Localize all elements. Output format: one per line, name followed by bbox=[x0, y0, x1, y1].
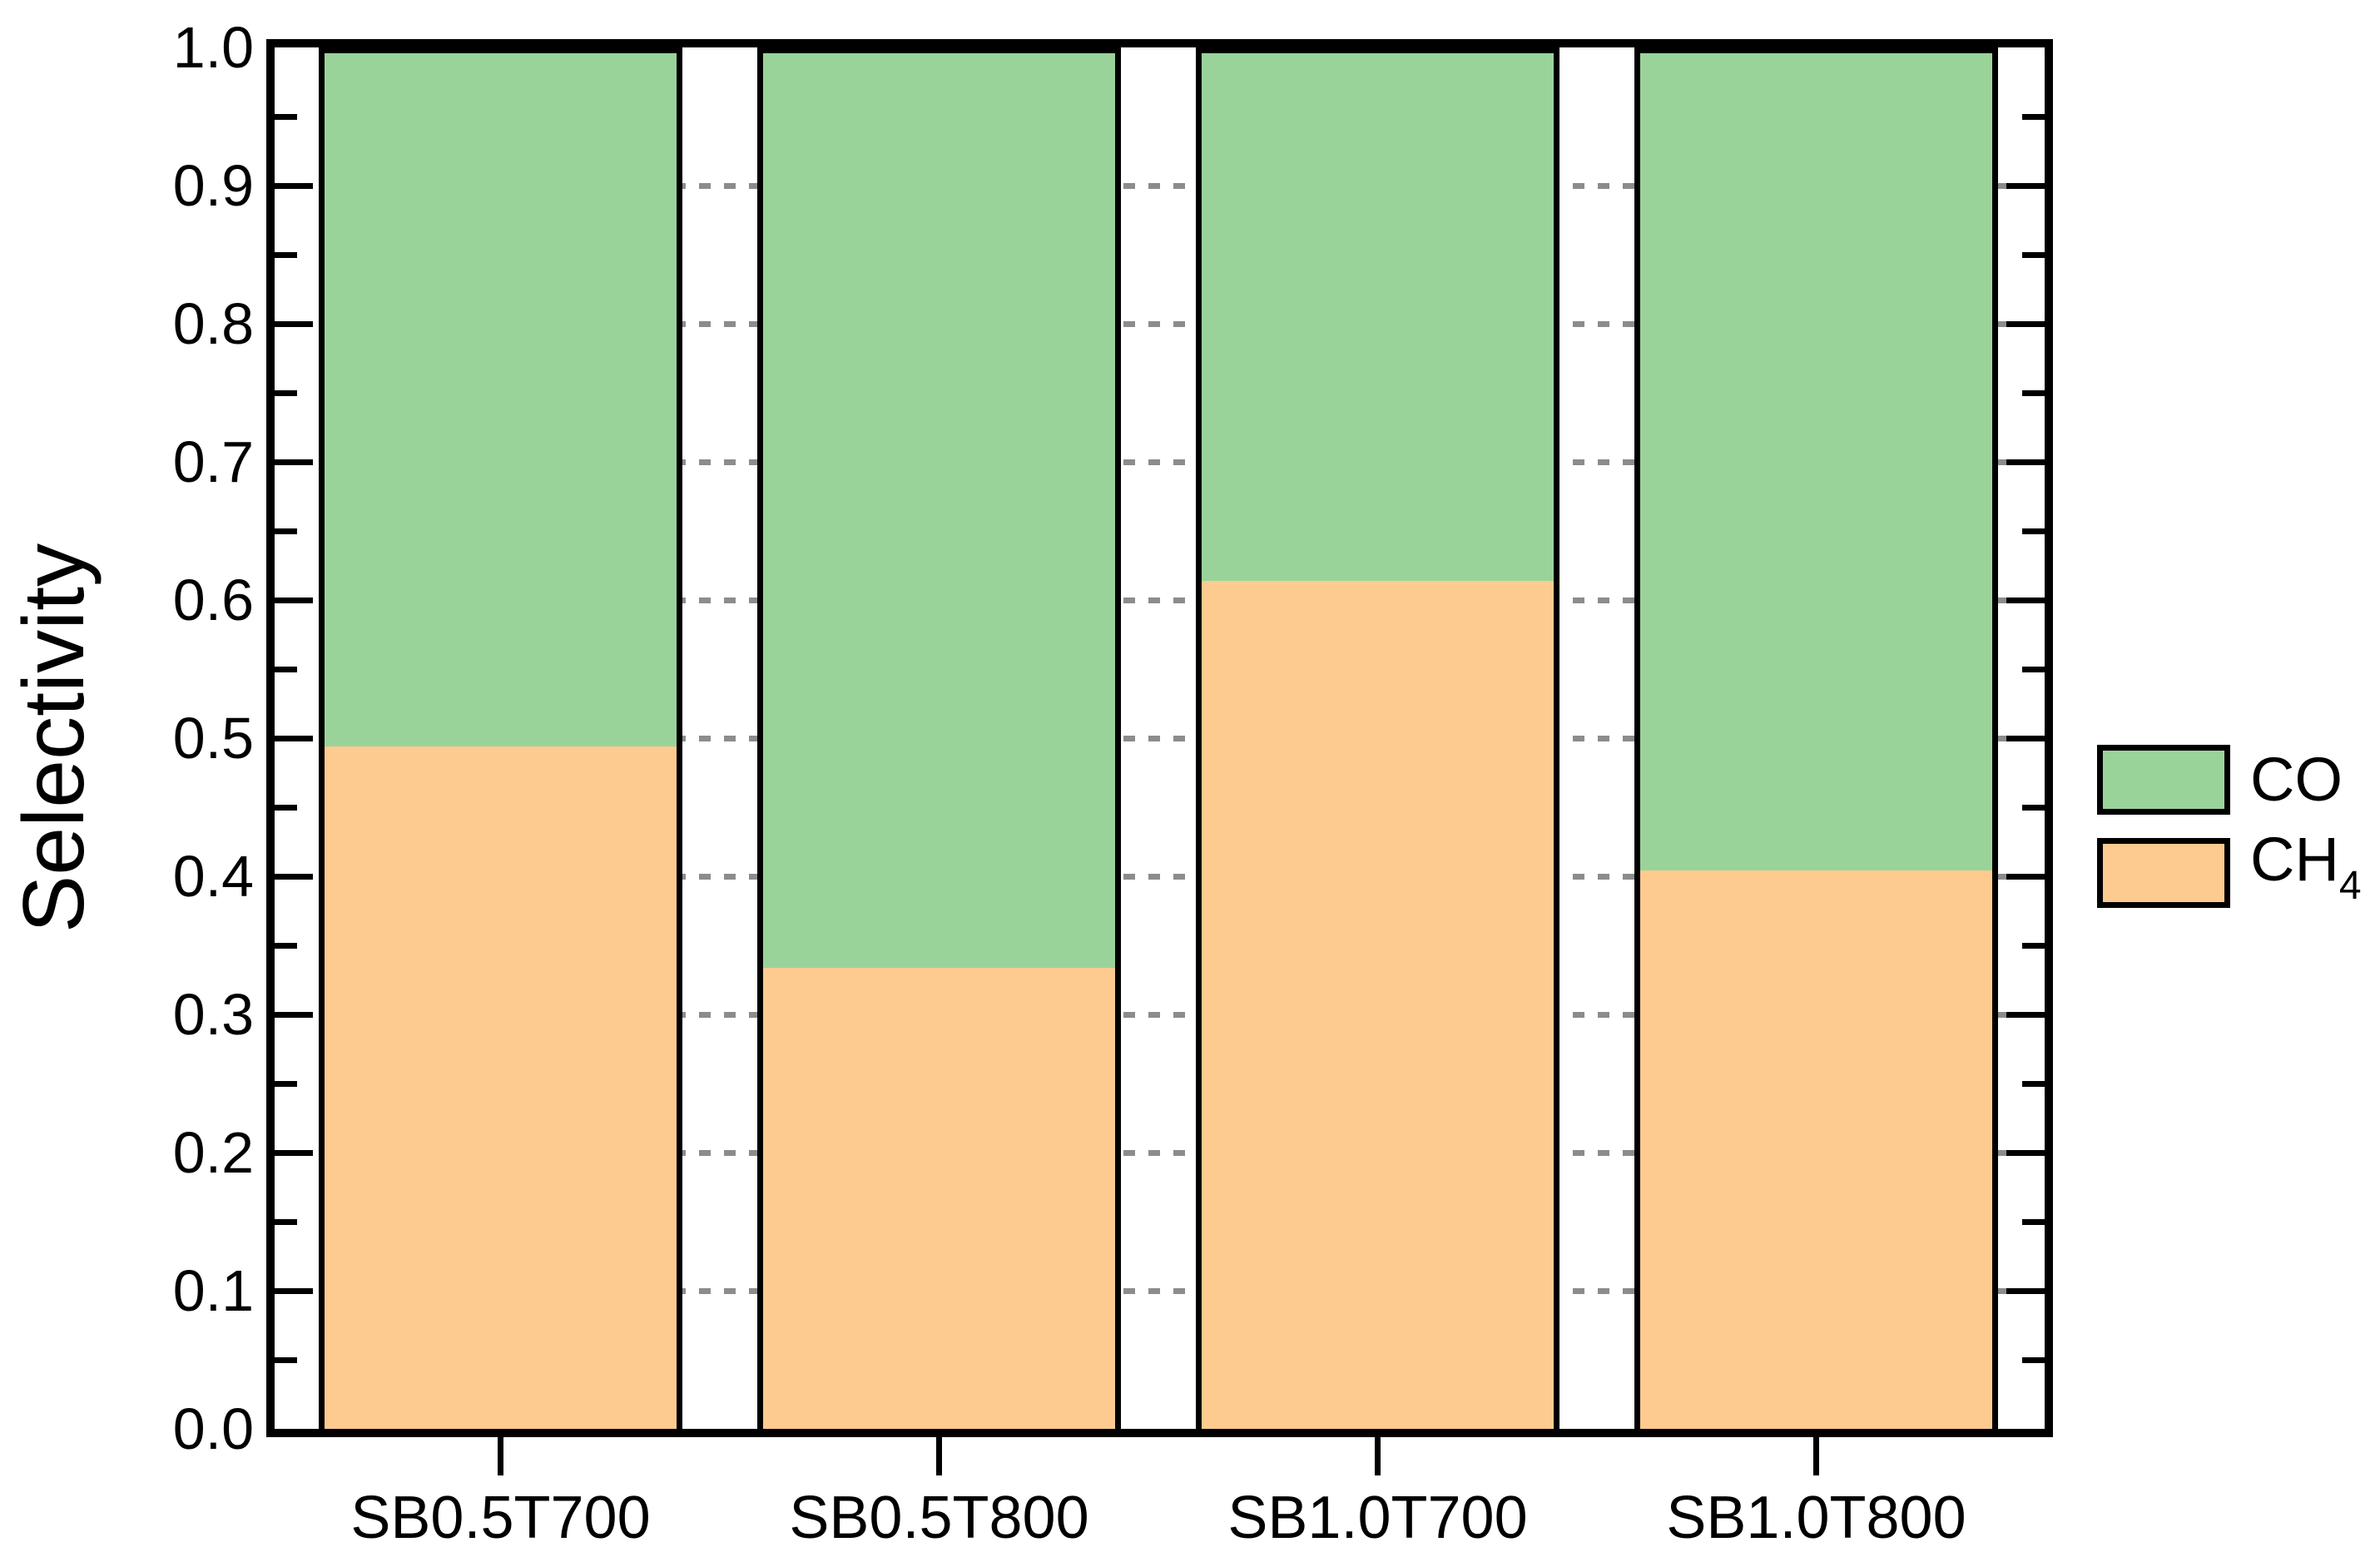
y-minor-tick-left-0.45 bbox=[275, 804, 297, 811]
legend-item-co: CO bbox=[2097, 745, 2362, 815]
y-minor-tick-right-0.15 bbox=[2022, 1218, 2045, 1225]
y-major-tick-right-0.8 bbox=[2006, 320, 2045, 327]
y-axis-tick-labels: 0.0 0.1 0.2 0.3 0.4 0.5 0.6 0.7 0.8 0.9 1.0 bbox=[0, 0, 254, 1562]
y-major-tick-right-0.4 bbox=[2006, 873, 2045, 880]
y-tick-label-1.0: 1.0 bbox=[172, 15, 254, 80]
x-category-label-SB0.5T700: SB0.5T700 bbox=[350, 1485, 651, 1551]
x-tick-SB1.0T800 bbox=[1813, 1437, 1819, 1475]
y-major-tick-left-0.8 bbox=[275, 320, 313, 327]
bar-segment-ch4-SB1.0T700 bbox=[1202, 581, 1554, 1429]
y-major-tick-left-0.7 bbox=[275, 459, 313, 465]
y-minor-tick-left-0.05 bbox=[275, 1356, 297, 1363]
y-tick-label-0.5: 0.5 bbox=[172, 706, 254, 771]
x-tick-SB0.5T800 bbox=[936, 1437, 942, 1475]
y-major-tick-right-0.3 bbox=[2006, 1011, 2045, 1018]
y-tick-label-0.4: 0.4 bbox=[172, 844, 254, 909]
y-tick-label-0.3: 0.3 bbox=[172, 982, 254, 1047]
y-tick-label-0.6: 0.6 bbox=[172, 568, 254, 632]
bar-segment-ch4-SB0.5T700 bbox=[325, 746, 677, 1429]
bar-segment-co-SB0.5T700 bbox=[325, 47, 677, 746]
bar-segment-ch4-SB0.5T800 bbox=[763, 968, 1115, 1429]
y-minor-tick-left-0.65 bbox=[275, 528, 297, 534]
gridline-0.4 bbox=[275, 873, 2045, 880]
gridline-0.6 bbox=[275, 597, 2045, 603]
y-major-tick-left-0.3 bbox=[275, 1011, 313, 1018]
y-major-tick-left-0.4 bbox=[275, 873, 313, 880]
y-major-tick-right-0.7 bbox=[2006, 459, 2045, 465]
y-tick-label-0.9: 0.9 bbox=[172, 153, 254, 218]
y-minor-tick-right-0.05 bbox=[2022, 1356, 2045, 1363]
y-minor-tick-left-0.75 bbox=[275, 389, 297, 396]
y-tick-label-0.7: 0.7 bbox=[172, 429, 254, 494]
y-minor-tick-right-0.35 bbox=[2022, 942, 2045, 949]
y-major-tick-right-0.5 bbox=[2006, 735, 2045, 741]
bar-SB1.0T700 bbox=[1196, 47, 1559, 1429]
y-minor-tick-right-0.55 bbox=[2022, 666, 2045, 672]
gridline-0.3 bbox=[275, 1011, 2045, 1018]
y-major-tick-left-0.2 bbox=[275, 1149, 313, 1156]
y-tick-label-0.8: 0.8 bbox=[172, 291, 254, 356]
gridline-0.7 bbox=[275, 459, 2045, 465]
legend: CO CH4 bbox=[2097, 745, 2362, 931]
y-minor-tick-left-0.15 bbox=[275, 1218, 297, 1225]
y-major-tick-right-0.6 bbox=[2006, 597, 2045, 603]
y-tick-label-0.2: 0.2 bbox=[172, 1120, 254, 1185]
y-major-tick-right-0.1 bbox=[2006, 1287, 2045, 1294]
y-minor-tick-left-0.95 bbox=[275, 113, 297, 120]
x-category-label-SB1.0T800: SB1.0T800 bbox=[1666, 1485, 1966, 1551]
bar-segment-ch4-SB1.0T800 bbox=[1640, 870, 1992, 1429]
x-category-label-SB0.5T800: SB0.5T800 bbox=[789, 1485, 1089, 1551]
y-minor-tick-right-0.45 bbox=[2022, 804, 2045, 811]
y-minor-tick-left-0.25 bbox=[275, 1080, 297, 1087]
plot-area bbox=[266, 39, 2053, 1437]
legend-label-subscript-ch4: 4 bbox=[2338, 864, 2362, 908]
bar-segment-co-SB1.0T800 bbox=[1640, 47, 1992, 870]
y-minor-tick-right-0.85 bbox=[2022, 251, 2045, 258]
y-tick-label-0.0: 0.0 bbox=[172, 1396, 254, 1461]
y-minor-tick-right-0.75 bbox=[2022, 389, 2045, 396]
y-tick-label-0.1: 0.1 bbox=[172, 1258, 254, 1323]
bar-segment-co-SB0.5T800 bbox=[763, 47, 1115, 968]
y-minor-tick-left-0.35 bbox=[275, 942, 297, 949]
y-major-tick-left-0.6 bbox=[275, 597, 313, 603]
legend-item-ch4: CH4 bbox=[2097, 825, 2362, 921]
bar-SB1.0T800 bbox=[1634, 47, 1998, 1429]
gridline-0.8 bbox=[275, 320, 2045, 327]
gridline-0.1 bbox=[275, 1287, 2045, 1294]
y-major-tick-left-0.1 bbox=[275, 1287, 313, 1294]
x-tick-SB0.5T700 bbox=[498, 1437, 503, 1475]
bar-segment-co-SB1.0T700 bbox=[1202, 47, 1554, 581]
legend-label-co: CO bbox=[2250, 745, 2343, 814]
gridline-0.9 bbox=[275, 182, 2045, 189]
y-minor-tick-right-0.95 bbox=[2022, 113, 2045, 120]
y-major-tick-right-0.2 bbox=[2006, 1149, 2045, 1156]
gridline-0.2 bbox=[275, 1149, 2045, 1156]
y-major-tick-left-0.9 bbox=[275, 182, 313, 189]
y-minor-tick-right-0.25 bbox=[2022, 1080, 2045, 1087]
legend-label-ch4: CH4 bbox=[2250, 825, 2362, 908]
legend-swatch-co bbox=[2097, 745, 2230, 815]
bar-SB0.5T800 bbox=[757, 47, 1121, 1429]
bar-SB0.5T700 bbox=[319, 47, 682, 1429]
y-major-tick-left-0.5 bbox=[275, 735, 313, 741]
y-minor-tick-right-0.65 bbox=[2022, 528, 2045, 534]
y-minor-tick-left-0.55 bbox=[275, 666, 297, 672]
gridline-0.5 bbox=[275, 735, 2045, 741]
y-major-tick-right-0.9 bbox=[2006, 182, 2045, 189]
y-minor-tick-left-0.85 bbox=[275, 251, 297, 258]
x-category-label-SB1.0T700: SB1.0T700 bbox=[1227, 1485, 1528, 1551]
legend-swatch-ch4 bbox=[2097, 838, 2230, 908]
x-tick-SB1.0T700 bbox=[1375, 1437, 1381, 1475]
